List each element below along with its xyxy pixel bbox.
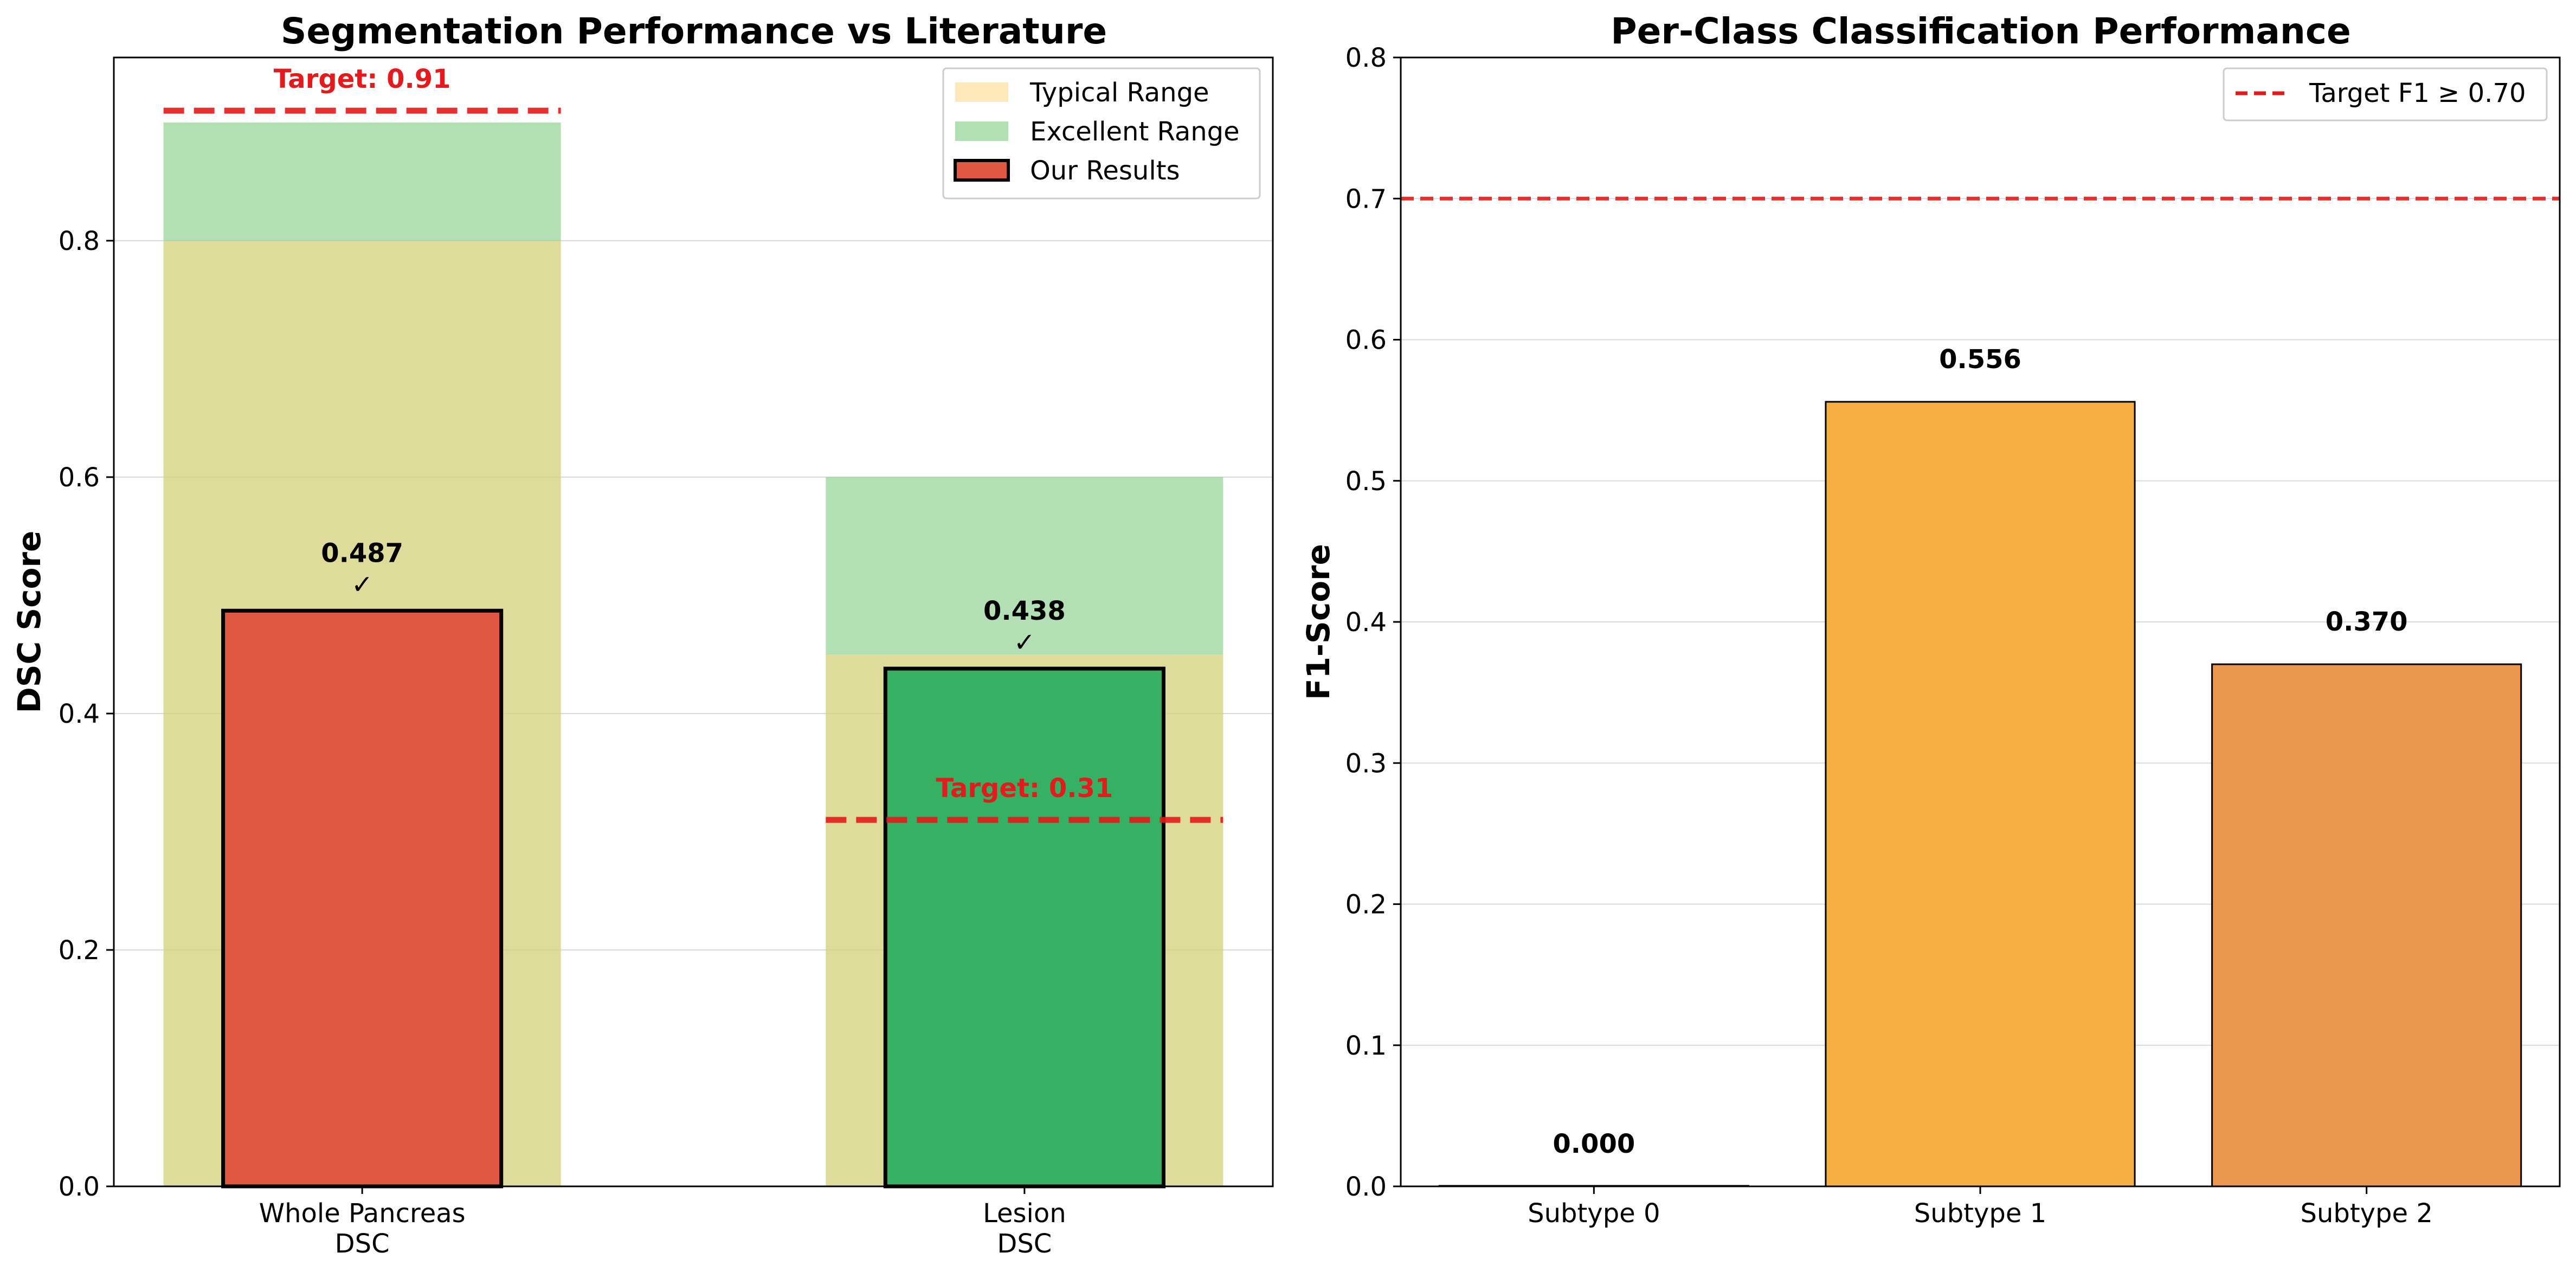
f1-bar (2211, 663, 2522, 1187)
left-legend: Typical Range Excellent Range Our Result… (942, 67, 1261, 200)
legend-swatch-excellent-range (955, 121, 1008, 141)
result-data-label: 0.487 ✓ (321, 538, 403, 600)
result-data-label: 0.438 ✓ (983, 596, 1066, 658)
legend-swatch-typical-range (955, 82, 1008, 102)
left-y-tick-label: 0.2 (59, 935, 100, 966)
classification-chart: Per-Class Classification Performance 0.0… (1300, 10, 2561, 1229)
f1-data-label: 0.000 (1553, 1129, 1635, 1159)
result-bar (221, 608, 504, 1189)
left-y-tick-label: 0.8 (59, 226, 100, 256)
right-y-tick-label: 0.5 (1345, 466, 1387, 497)
right-x-tick-label: Subtype 2 (2300, 1198, 2432, 1229)
f1-data-label: 0.556 (1939, 344, 2021, 375)
legend-swatch-our-results (954, 159, 1010, 182)
result-bar (883, 666, 1165, 1189)
legend-label-typical-range: Typical Range (1029, 78, 1209, 108)
right-x-tick-label: Subtype 0 (1528, 1198, 1660, 1229)
right-y-tick-label: 0.1 (1345, 1031, 1387, 1061)
right-y-tick-label: 0.4 (1345, 607, 1387, 638)
left-x-tick-label: Whole Pancreas DSC (259, 1198, 466, 1259)
f1-data-label: 0.370 (2326, 607, 2408, 637)
target-label: Target: 0.91 (274, 64, 451, 94)
f1-bar (1825, 401, 2136, 1187)
right-y-tick-label: 0.0 (1345, 1172, 1387, 1202)
left-x-tick-label: Lesion DSC (983, 1198, 1066, 1259)
left-plot-frame (113, 56, 1274, 1187)
left-chart-title: Segmentation Performance vs Literature (281, 10, 1107, 52)
target-label: Target: 0.31 (936, 773, 1113, 804)
right-y-tick-label: 0.3 (1345, 748, 1387, 779)
left-y-tick-label: 0.0 (59, 1172, 100, 1202)
segmentation-chart: Segmentation Performance vs Literature T… (11, 10, 1274, 1259)
left-y-tick-label: 0.6 (59, 463, 100, 493)
right-chart-title: Per-Class Classification Performance (1611, 10, 2351, 52)
right-y-tick-label: 0.6 (1345, 325, 1387, 356)
left-y-axis-label: DSC Score (11, 531, 48, 714)
right-y-axis-label: F1-Score (1300, 544, 1337, 700)
left-y-tick-label: 0.4 (59, 699, 100, 729)
right-x-tick-label: Subtype 1 (1914, 1198, 2046, 1229)
right-y-tick-label: 0.8 (1345, 43, 1387, 73)
right-y-tick-label: 0.7 (1345, 184, 1387, 214)
legend-label-our-results: Our Results (1030, 156, 1180, 186)
legend-label-target-f1: Target F1 ≥ 0.70 (2309, 78, 2526, 108)
legend-label-excellent-range: Excellent Range (1030, 117, 1240, 147)
right-legend: Target F1 ≥ 0.70 (2223, 67, 2548, 121)
right-y-tick-label: 0.2 (1345, 890, 1387, 920)
